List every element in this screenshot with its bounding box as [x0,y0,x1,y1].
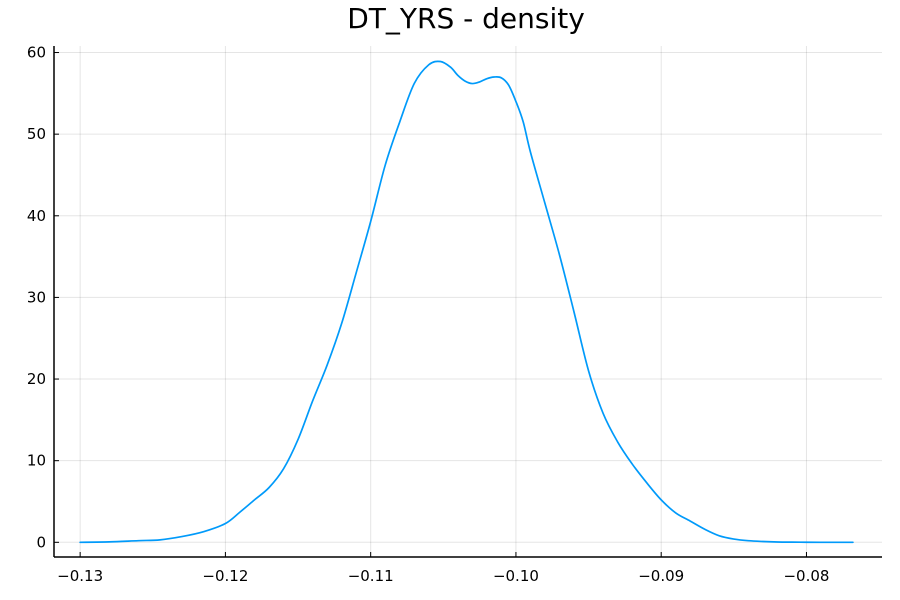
y-tick-label: 0 [36,533,46,551]
axis-layer [53,46,882,558]
chart-title: DT_YRS - density [347,2,585,35]
x-tick-label: −0.12 [202,567,248,585]
x-tick-label: −0.11 [348,567,394,585]
y-tick-label: 50 [27,125,46,143]
y-tick-label: 60 [27,44,46,62]
y-tick-label: 10 [27,452,46,470]
x-tick-label: −0.08 [783,567,829,585]
y-tick-label: 40 [27,207,46,225]
label-layer: −0.13 −0.12 −0.11 −0.10 −0.09 −0.08 0 10 20 30 40 5… [27,44,830,585]
x-tick-label: −0.09 [638,567,684,585]
series-layer [79,60,854,544]
density-series-line [79,60,854,544]
x-tick-label: −0.13 [57,567,103,585]
x-tick-label: −0.10 [493,567,539,585]
y-tick-label: 30 [27,288,46,306]
y-tick-label: 20 [27,370,46,388]
grid-layer [54,46,882,557]
